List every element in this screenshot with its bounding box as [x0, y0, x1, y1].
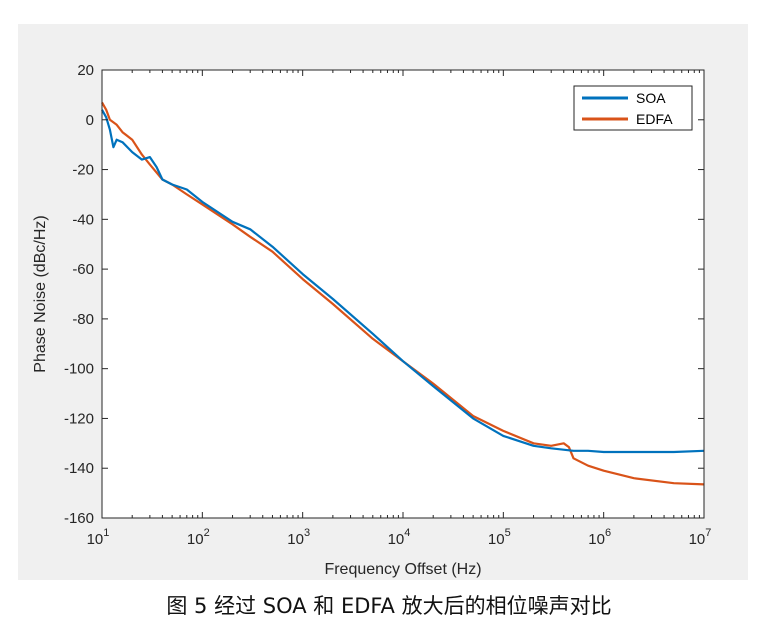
y-tick-label: -120: [64, 410, 94, 427]
y-tick-label: -80: [72, 311, 94, 328]
x-tick-label: 105: [488, 527, 511, 548]
y-tick-label: -100: [64, 361, 94, 378]
x-tick-label: 104: [388, 527, 411, 548]
y-tick-label: -40: [72, 211, 94, 228]
y-tick-label: -140: [64, 460, 94, 477]
y-tick-label: 20: [77, 62, 94, 79]
legend: SOA EDFA: [573, 85, 693, 131]
y-axis-label: Phase Noise (dBc/Hz): [32, 215, 49, 372]
x-tick-label: 101: [87, 527, 110, 548]
series-line-soa: [101, 109, 705, 454]
plot-frame: [101, 69, 705, 519]
x-tick-label: 102: [187, 527, 210, 548]
legend-box: [573, 85, 693, 131]
y-tick-label: 0: [86, 112, 94, 129]
x-tick-label: 103: [287, 527, 310, 548]
plot-area: [102, 70, 704, 518]
series-line-edfa: [101, 101, 705, 486]
y-tick-label: -20: [72, 162, 94, 179]
y-tick-label: -60: [72, 261, 94, 278]
x-tick-label: 107: [689, 527, 712, 548]
figure-caption: 图 5 经过 SOA 和 EDFA 放大后的相位噪声对比: [166, 594, 612, 618]
x-axis-label: Frequency Offset (Hz): [324, 561, 481, 578]
legend-label-soa: SOA: [636, 90, 666, 106]
y-tick-label: -160: [64, 510, 94, 527]
x-tick-label: 106: [588, 527, 611, 548]
legend-label-edfa: EDFA: [636, 111, 673, 127]
